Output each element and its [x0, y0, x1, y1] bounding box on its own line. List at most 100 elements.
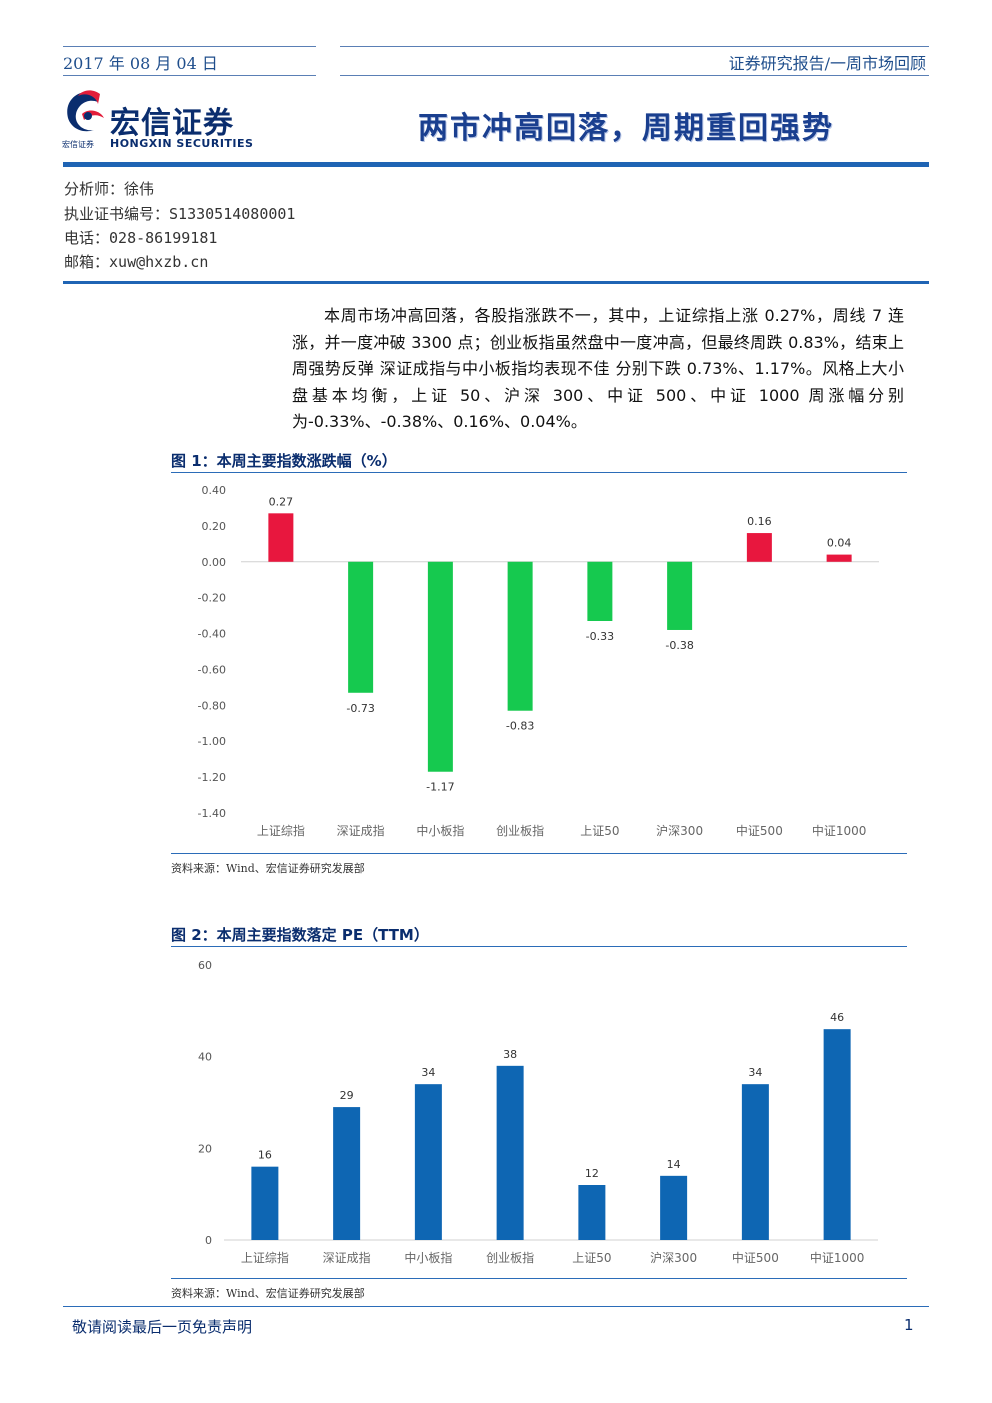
data-label: 16: [258, 1149, 272, 1162]
email-label: 邮箱：: [64, 253, 110, 271]
figure1-source: 资料来源：Wind、宏信证券研究发展部: [171, 862, 365, 875]
y-tick-label: -0.60: [198, 663, 226, 676]
y-tick-label: -1.00: [198, 735, 226, 748]
category-label: 中小板指: [416, 823, 464, 838]
page-title: 两市冲高回落，周期重回强势: [418, 111, 834, 146]
figure1-bottom-rule: [171, 853, 907, 854]
data-label: 12: [585, 1167, 599, 1180]
cert-number: S1330514080001: [169, 205, 296, 223]
data-label: 29: [340, 1089, 354, 1102]
bar-上证50: [578, 1185, 606, 1240]
data-label: 46: [830, 1011, 844, 1024]
email-row: 邮箱：xuw@hxzb.cn: [64, 251, 208, 272]
data-label: 0.16: [747, 515, 772, 528]
bar-中证500: [741, 1084, 769, 1240]
figure1-title: 图 1：本周主要指数涨跌幅（%）: [171, 452, 397, 470]
logo-name-en: HONGXIN SECURITIES: [110, 137, 254, 150]
y-tick-label: 60: [198, 959, 212, 972]
data-label: 34: [748, 1066, 762, 1079]
header-rule-right-bottom: [340, 75, 929, 76]
y-tick-label: 0.20: [202, 520, 227, 533]
category-label: 沪深300: [650, 1251, 697, 1265]
bar-上证50: [587, 561, 613, 621]
bar-创业板指: [507, 561, 533, 711]
category-label: 上证综指: [257, 823, 305, 838]
y-tick-label: 0: [205, 1234, 212, 1247]
y-tick-label: -0.40: [198, 628, 226, 641]
data-label: 14: [667, 1158, 681, 1171]
figure2-bottom-rule: [171, 1278, 907, 1279]
phone-number: 028-86199181: [109, 229, 218, 247]
bar-沪深300: [660, 1175, 688, 1240]
y-tick-label: -0.20: [198, 592, 226, 605]
figure2-top-rule: [171, 946, 907, 947]
analyst-name: 徐伟: [124, 180, 155, 198]
data-label: -0.38: [665, 639, 693, 652]
phone-label: 电话：: [64, 229, 110, 247]
y-tick-label: 0.00: [202, 556, 227, 569]
data-label: -0.73: [346, 702, 374, 715]
y-tick-label: 0.40: [202, 484, 227, 497]
category-label: 上证综指: [241, 1250, 289, 1265]
bar-上证综指: [268, 513, 294, 562]
figure1-top-rule: [171, 472, 907, 473]
bar-中证1000: [823, 1029, 851, 1240]
email-address[interactable]: xuw@hxzb.cn: [109, 253, 209, 271]
y-tick-label: 20: [198, 1142, 212, 1155]
figure1-chart: 0.40 0.20 0.00 -0.20 -0.40 -0.60 -0.80 -1.00 -1.…: [198, 484, 879, 838]
y-tick-label: -0.80: [198, 699, 226, 712]
page-number: 1: [904, 1316, 914, 1334]
analyst-label: 分析师：: [64, 180, 125, 198]
category-label: 沪深300: [656, 824, 703, 838]
header-rule-right-top: [340, 46, 929, 47]
data-label: -0.33: [586, 630, 614, 643]
bar-中小板指: [427, 561, 453, 772]
category-label: 深证成指: [337, 823, 385, 838]
data-label: -1.17: [426, 781, 454, 794]
header-rule-left-bottom: [63, 75, 316, 76]
logo-name-cn: 宏信证券: [110, 106, 234, 141]
bar-中小板指: [414, 1084, 442, 1240]
footer-rule: [63, 1306, 929, 1307]
analyst-row: 分析师：徐伟: [64, 178, 154, 199]
data-label: 34: [421, 1066, 435, 1079]
bar-深证成指: [348, 561, 374, 693]
y-tick-label: -1.40: [198, 807, 226, 820]
category-label: 中小板指: [404, 1250, 452, 1265]
category-label: 深证成指: [323, 1250, 371, 1265]
data-label: -0.83: [506, 720, 534, 733]
bar-沪深300: [667, 561, 693, 630]
data-label: 0.04: [827, 537, 852, 550]
figure2-chart: 60 40 20 0 16 上证综指 29 深证成指 34 中小板指 38 创业板指 12 上证50 14 沪…: [198, 959, 878, 1265]
data-label: 0.27: [269, 495, 294, 508]
cert-label: 执业证书编号：: [64, 205, 170, 223]
phone-row: 电话：028-86199181: [64, 227, 217, 248]
company-logo-icon: [67, 90, 104, 132]
bar-上证综指: [251, 1166, 279, 1240]
category-label: 创业板指: [496, 823, 544, 838]
y-tick-label: -1.20: [198, 771, 226, 784]
category-label: 中证500: [736, 823, 783, 838]
header-rule-left-top: [63, 46, 316, 47]
bar-创业板指: [496, 1065, 524, 1240]
figure2-source: 资料来源：Wind、宏信证券研究发展部: [171, 1287, 365, 1300]
footer-disclaimer: 敬请阅读最后一页免责声明: [72, 1318, 253, 1336]
figure2-title: 图 2：本周主要指数落定 PE（TTM）: [171, 926, 429, 944]
report-date: 2017 年 08 月 04 日: [63, 54, 218, 73]
bar-中证500: [746, 533, 772, 562]
category-label: 创业板指: [486, 1250, 534, 1265]
bar-深证成指: [333, 1107, 361, 1240]
data-label: 38: [503, 1048, 517, 1061]
category-label: 中证1000: [812, 823, 867, 838]
cert-row: 执业证书编号：S1330514080001: [64, 203, 295, 224]
analyst-divider: [63, 281, 929, 284]
category-label: 上证50: [580, 824, 619, 838]
category-label: 上证50: [572, 1251, 611, 1265]
report-type: 证券研究报告/一周市场回顾: [728, 54, 926, 73]
logo-small-text: 宏信证券: [62, 140, 94, 149]
bar-中证1000: [826, 554, 852, 562]
title-divider: [63, 162, 929, 167]
category-label: 中证1000: [810, 1250, 865, 1265]
category-label: 中证500: [732, 1250, 779, 1265]
summary-paragraph: 本周市场冲高回落，各股指涨跌不一，其中，上证综指上涨 0.27%，周线 7 连涨…: [292, 306, 904, 431]
